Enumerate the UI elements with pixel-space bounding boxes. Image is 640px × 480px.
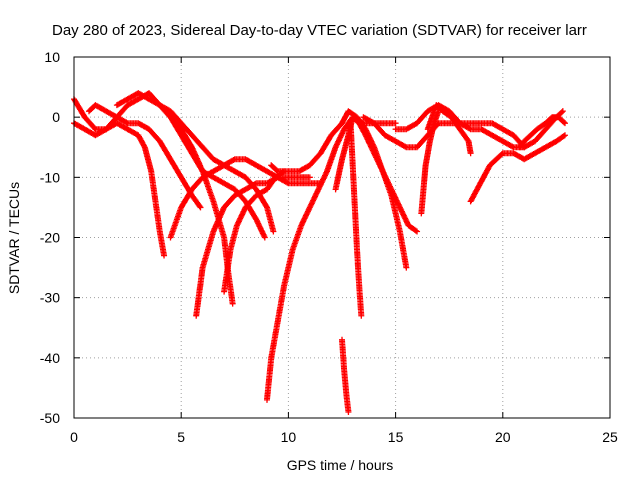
x-tick-label: 20 bbox=[495, 429, 511, 445]
x-tick-label: 25 bbox=[602, 429, 618, 445]
series-arc-16 bbox=[424, 102, 474, 157]
x-tick-label: 15 bbox=[388, 429, 404, 445]
x-tick-label: 5 bbox=[177, 429, 185, 445]
series-arc-10 bbox=[268, 108, 410, 271]
series-arc-8 bbox=[221, 168, 288, 295]
data-point-markers bbox=[424, 102, 474, 157]
x-axis-label: GPS time / hours bbox=[287, 457, 394, 473]
series-arc-7 bbox=[193, 174, 313, 319]
y-tick-label: -30 bbox=[40, 290, 60, 306]
series-arc-4 bbox=[113, 90, 268, 241]
data-point-markers bbox=[268, 108, 410, 271]
series-arc-11 bbox=[332, 114, 421, 235]
data-point-markers bbox=[193, 174, 313, 319]
series-arc-14 bbox=[360, 114, 528, 151]
data-point-markers bbox=[113, 90, 268, 241]
series-arc-19 bbox=[517, 114, 568, 151]
y-tick-label: -10 bbox=[40, 169, 60, 185]
x-tick-label: 10 bbox=[281, 429, 297, 445]
data-point-markers bbox=[339, 336, 352, 415]
data-point-markers bbox=[332, 114, 421, 235]
y-tick-label: 0 bbox=[52, 109, 60, 125]
data-point-markers bbox=[418, 108, 442, 217]
data-point-markers bbox=[467, 132, 568, 205]
y-tick-label: 10 bbox=[44, 49, 60, 65]
data-point-markers bbox=[517, 114, 568, 151]
data-point-markers bbox=[347, 120, 365, 319]
y-tick-label: -50 bbox=[40, 410, 60, 426]
y-tick-label: -20 bbox=[40, 230, 60, 246]
data-point-markers bbox=[360, 114, 528, 151]
series-arc-13 bbox=[347, 120, 365, 319]
series-arc-18 bbox=[467, 132, 568, 205]
series-arc-12 bbox=[339, 336, 352, 415]
x-tick-label: 0 bbox=[70, 429, 78, 445]
axis-ticks: 0 5 10 15 20 25 10 0 -10 -20 -30 -40 -50 bbox=[40, 49, 618, 445]
series-arc-17 bbox=[418, 108, 442, 217]
y-axis-label: SDTVAR / TECUs bbox=[6, 182, 22, 294]
data-point-markers bbox=[221, 168, 288, 295]
data-series bbox=[71, 90, 568, 415]
y-tick-label: -40 bbox=[40, 350, 60, 366]
chart-title: Day 280 of 2023, Sidereal Day-to-day VTE… bbox=[52, 22, 587, 39]
